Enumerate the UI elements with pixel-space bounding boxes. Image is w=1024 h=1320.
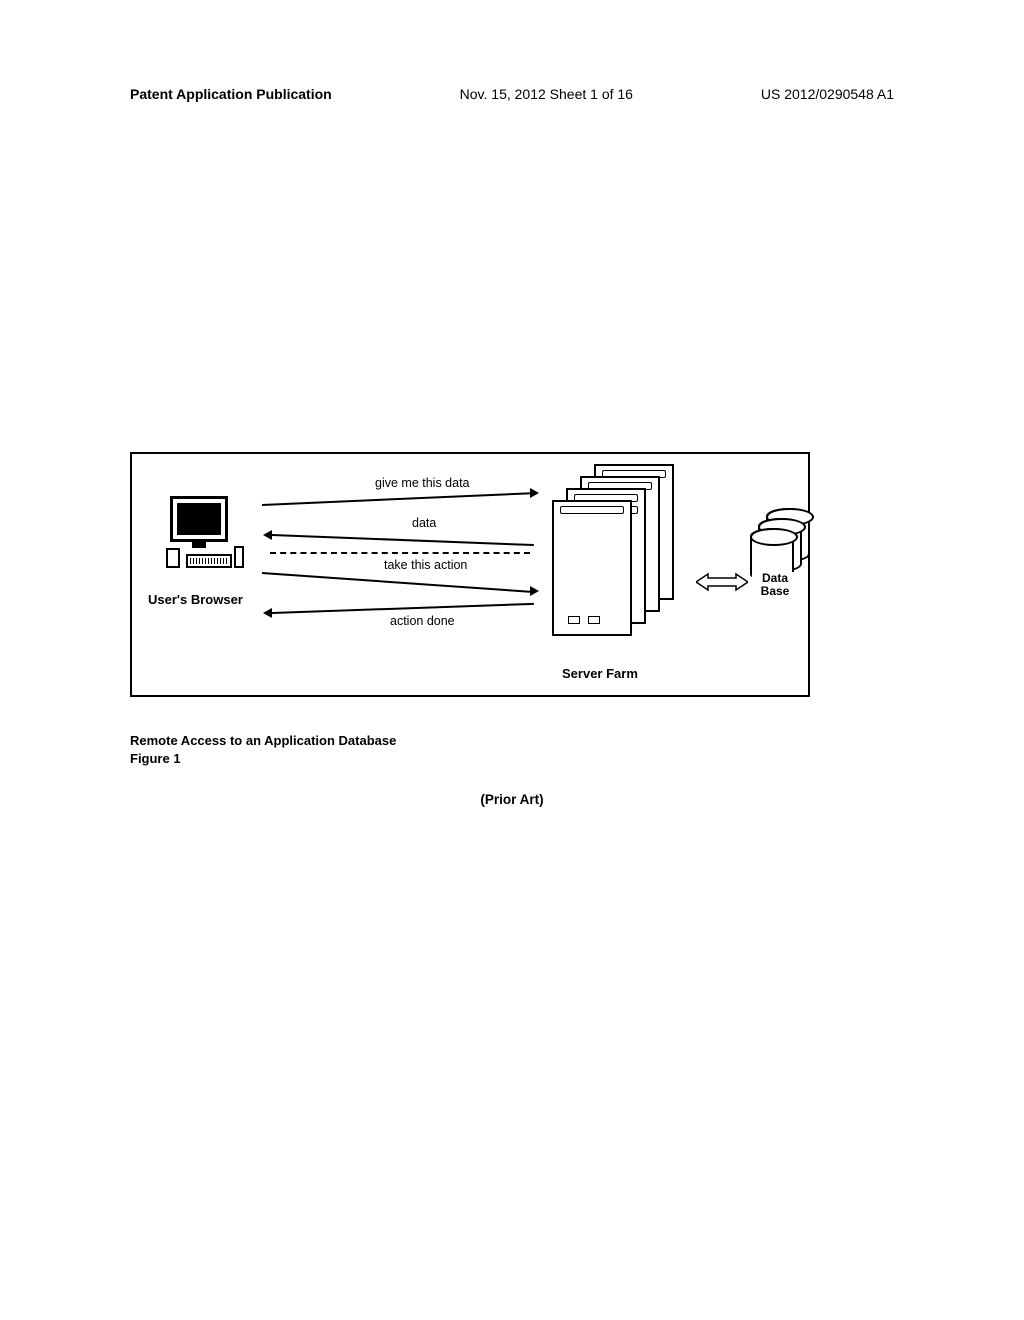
speaker-icon: [234, 546, 244, 568]
tower-icon: [166, 548, 180, 568]
arrow-data: [272, 534, 534, 546]
arrowhead-action-done: [263, 608, 272, 618]
database-label-line1: Data: [762, 571, 788, 585]
caption-title: Remote Access to an Application Database: [130, 733, 396, 748]
database-label-line2: Base: [761, 584, 790, 598]
arrowhead-data: [263, 530, 272, 540]
arrow-label-request-data: give me this data: [375, 476, 470, 490]
arrowhead-take-action: [530, 586, 539, 596]
arrowhead-request-data: [530, 488, 539, 498]
header-left: Patent Application Publication: [130, 86, 332, 102]
server-1: [552, 500, 632, 636]
monitor-icon: [170, 496, 228, 542]
database-label: Data Base: [752, 572, 798, 598]
server-farm-label: Server Farm: [562, 666, 638, 681]
arrow-action-done: [272, 603, 534, 614]
page-header: Patent Application Publication Nov. 15, …: [130, 86, 894, 102]
arrow-label-data: data: [412, 516, 436, 530]
keyboard-icon: [186, 554, 232, 568]
figure-frame: User's Browser give me this data data ta…: [130, 452, 810, 697]
caption-figure-number: Figure 1: [130, 751, 181, 766]
prior-art-label: (Prior Art): [0, 792, 1024, 807]
header-right: US 2012/0290548 A1: [761, 86, 894, 102]
bidirectional-arrow-icon: [696, 572, 748, 592]
user-computer-icon: [170, 496, 228, 548]
user-browser-label: User's Browser: [148, 592, 243, 607]
dashed-separator: [270, 552, 530, 554]
monitor-stand: [192, 542, 206, 548]
figure-caption: Remote Access to an Application Database…: [130, 732, 396, 767]
arrow-label-action-done: action done: [390, 614, 455, 628]
arrow-take-action: [262, 572, 531, 593]
arrow-request-data: [262, 492, 532, 506]
arrow-label-take-action: take this action: [384, 558, 467, 572]
header-mid: Nov. 15, 2012 Sheet 1 of 16: [460, 86, 633, 102]
